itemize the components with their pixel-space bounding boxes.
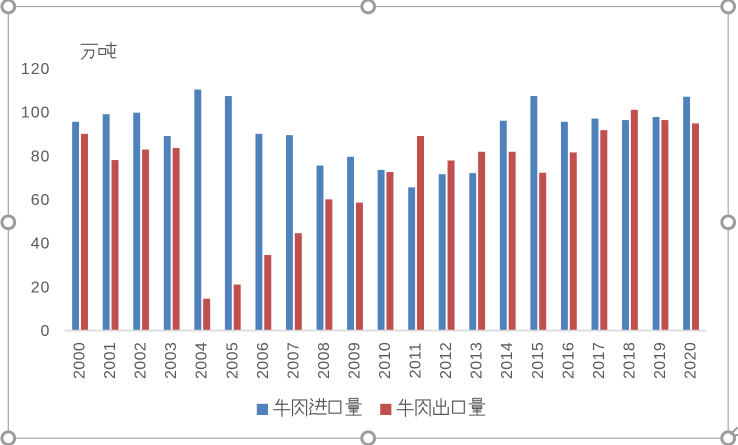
svg-text:80: 80: [31, 148, 51, 165]
svg-text:2000: 2000: [72, 342, 89, 379]
svg-text:2007: 2007: [285, 342, 302, 379]
svg-text:2020: 2020: [683, 342, 700, 379]
svg-text:2013: 2013: [469, 342, 486, 379]
svg-text:2012: 2012: [438, 342, 455, 379]
svg-text:2005: 2005: [224, 342, 241, 379]
svg-text:120: 120: [21, 61, 50, 78]
svg-text:60: 60: [31, 192, 51, 209]
svg-text:2016: 2016: [560, 342, 577, 379]
svg-text:100: 100: [21, 105, 50, 122]
svg-text:40: 40: [31, 236, 51, 253]
svg-text:2015: 2015: [530, 342, 547, 379]
svg-text:2018: 2018: [621, 342, 638, 379]
svg-text:20: 20: [31, 279, 51, 296]
svg-text:2014: 2014: [499, 342, 516, 379]
svg-text:2003: 2003: [163, 342, 180, 379]
svg-text:2008: 2008: [316, 342, 333, 379]
svg-text:2017: 2017: [591, 342, 608, 379]
svg-text:2001: 2001: [102, 342, 119, 379]
svg-text:2002: 2002: [133, 342, 150, 379]
svg-text:2004: 2004: [194, 342, 211, 379]
svg-text:2010: 2010: [377, 342, 394, 379]
svg-text:2011: 2011: [408, 342, 425, 378]
svg-text:2006: 2006: [255, 342, 272, 379]
svg-text:2009: 2009: [347, 342, 364, 379]
svg-text:0: 0: [40, 323, 50, 340]
svg-text:2019: 2019: [652, 342, 669, 379]
